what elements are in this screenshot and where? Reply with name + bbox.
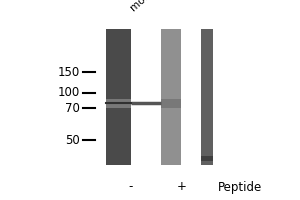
Bar	[106, 99, 131, 108]
Bar	[201, 29, 213, 165]
Text: +: +	[176, 180, 186, 194]
Text: -: -	[129, 180, 133, 194]
Bar	[201, 156, 213, 161]
Text: 100: 100	[57, 86, 80, 99]
Text: Peptide: Peptide	[218, 180, 262, 194]
Text: 70: 70	[64, 102, 80, 114]
Bar	[161, 99, 181, 108]
Text: mouse brain: mouse brain	[129, 0, 184, 13]
Bar	[161, 29, 181, 165]
Bar	[106, 29, 131, 165]
Text: 150: 150	[57, 66, 80, 78]
Text: 50: 50	[65, 134, 80, 146]
